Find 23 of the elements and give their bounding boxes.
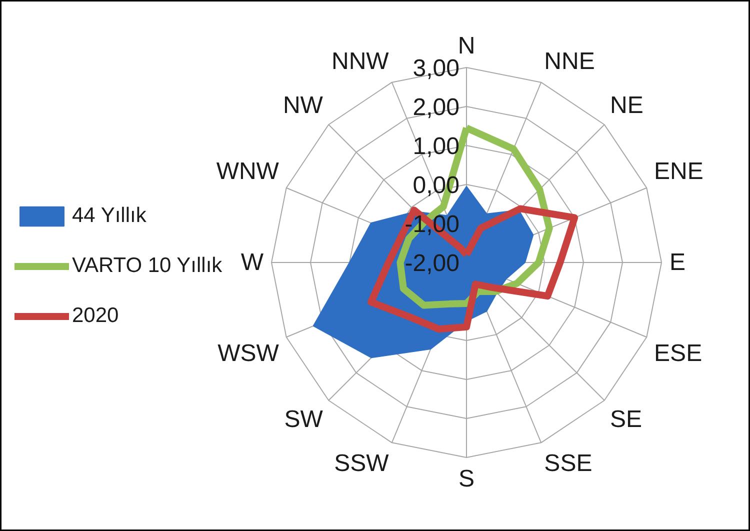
spoke-label: ESE: [654, 340, 702, 368]
spoke-label: NNE: [544, 48, 595, 75]
spoke-label: S: [458, 466, 475, 492]
spoke-label: SSE: [544, 450, 592, 478]
spoke-label: SE: [610, 406, 642, 434]
spoke-label: NW: [282, 92, 324, 119]
spoke-label: W: [240, 249, 264, 276]
spoke-label: E: [670, 249, 686, 276]
spoke-label: WSW: [218, 340, 280, 368]
spoke-label: WNW: [216, 158, 280, 185]
spoke-label: N: [458, 32, 476, 60]
spoke-label: SSW: [334, 450, 390, 478]
spoke-label: SW: [284, 406, 324, 434]
legend-label: 2020: [72, 304, 119, 328]
y-tick-label: -2,00: [404, 250, 460, 277]
legend-label: VARTO 10 Yıllık: [72, 254, 222, 278]
spoke-label: ENE: [654, 158, 704, 185]
legend-label: 44 Yıllık: [72, 204, 146, 228]
y-tick-label: 3,00: [412, 55, 460, 82]
spoke-label: NE: [610, 92, 644, 119]
y-tick-label: 1,00: [412, 133, 460, 160]
y-tick-label: 2,00: [412, 94, 460, 121]
spoke-label: NNW: [332, 48, 390, 75]
